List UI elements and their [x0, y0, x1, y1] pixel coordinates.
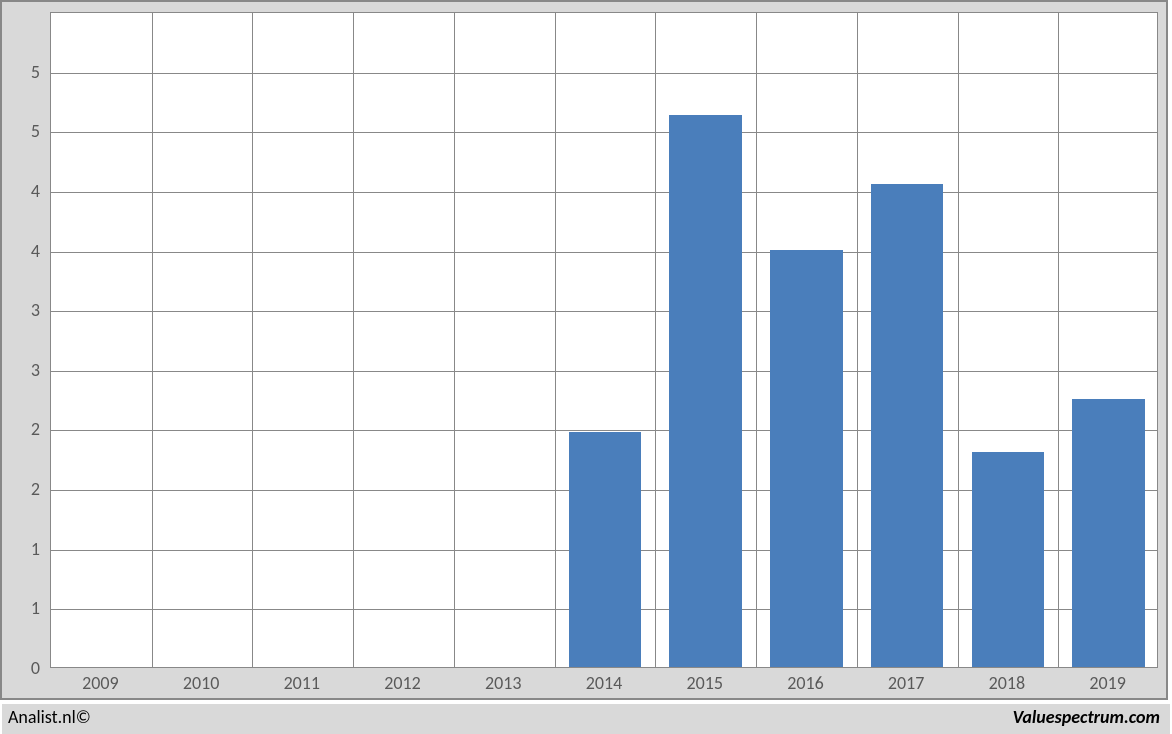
y-tick-label: 3	[2, 299, 40, 321]
y-tick-label: 4	[2, 180, 40, 202]
y-tick-label: 1	[2, 597, 40, 619]
y-tick-label: 2	[2, 478, 40, 500]
bar	[972, 452, 1045, 667]
chart-container: 0 1 1 2 2 3 3 4 4 5 5 2009 2010 2011 2012 2013 2014 2015…	[0, 0, 1172, 734]
x-tick-label: 2010	[183, 672, 220, 694]
footer-attribution-left: Analist.nl©	[8, 706, 91, 728]
y-tick-label: 1	[2, 538, 40, 560]
bar	[569, 432, 642, 667]
chart-footer: Analist.nl© Valuespectrum.com	[2, 704, 1170, 734]
y-tick-label: 4	[2, 240, 40, 262]
y-tick-label: 5	[2, 61, 40, 83]
x-tick-label: 2011	[284, 672, 321, 694]
x-tick-label: 2015	[686, 672, 723, 694]
gridline-horizontal	[51, 371, 1157, 372]
gridline-vertical	[756, 13, 757, 667]
gridline-vertical	[555, 13, 556, 667]
chart-frame: 0 1 1 2 2 3 3 4 4 5 5 2009 2010 2011 2012 2013 2014 2015…	[0, 0, 1168, 700]
bar	[669, 115, 742, 667]
gridline-horizontal	[51, 73, 1157, 74]
y-tick-label: 2	[2, 418, 40, 440]
x-tick-label: 2012	[384, 672, 421, 694]
bar	[1072, 399, 1145, 667]
gridline-vertical	[152, 13, 153, 667]
gridline-vertical	[353, 13, 354, 667]
gridline-vertical	[454, 13, 455, 667]
gridline-vertical	[655, 13, 656, 667]
plot-area	[50, 12, 1158, 668]
gridline-horizontal	[51, 132, 1157, 133]
bar	[770, 250, 843, 667]
gridline-horizontal	[51, 252, 1157, 253]
bar	[871, 184, 944, 667]
x-tick-label: 2018	[989, 672, 1026, 694]
x-tick-label: 2014	[586, 672, 623, 694]
gridline-vertical	[252, 13, 253, 667]
gridline-horizontal	[51, 311, 1157, 312]
x-tick-label: 2016	[787, 672, 824, 694]
y-tick-label: 5	[2, 120, 40, 142]
gridline-horizontal	[51, 192, 1157, 193]
gridline-vertical	[857, 13, 858, 667]
footer-attribution-right: Valuespectrum.com	[1013, 706, 1160, 728]
gridline-vertical	[1058, 13, 1059, 667]
x-tick-label: 2017	[888, 672, 925, 694]
x-tick-label: 2019	[1089, 672, 1126, 694]
y-tick-label: 3	[2, 359, 40, 381]
x-tick-label: 2009	[82, 672, 119, 694]
y-tick-label: 0	[2, 657, 40, 679]
x-tick-label: 2013	[485, 672, 522, 694]
gridline-vertical	[958, 13, 959, 667]
